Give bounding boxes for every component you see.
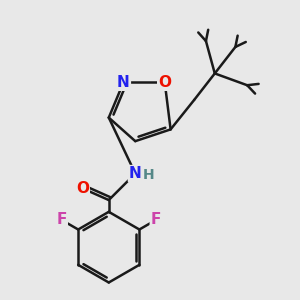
Text: H: H bbox=[143, 168, 154, 182]
Text: F: F bbox=[151, 212, 161, 227]
Text: N: N bbox=[129, 166, 142, 181]
Text: O: O bbox=[158, 75, 171, 90]
Text: N: N bbox=[117, 75, 130, 90]
Text: F: F bbox=[56, 212, 67, 227]
Text: O: O bbox=[76, 181, 89, 196]
